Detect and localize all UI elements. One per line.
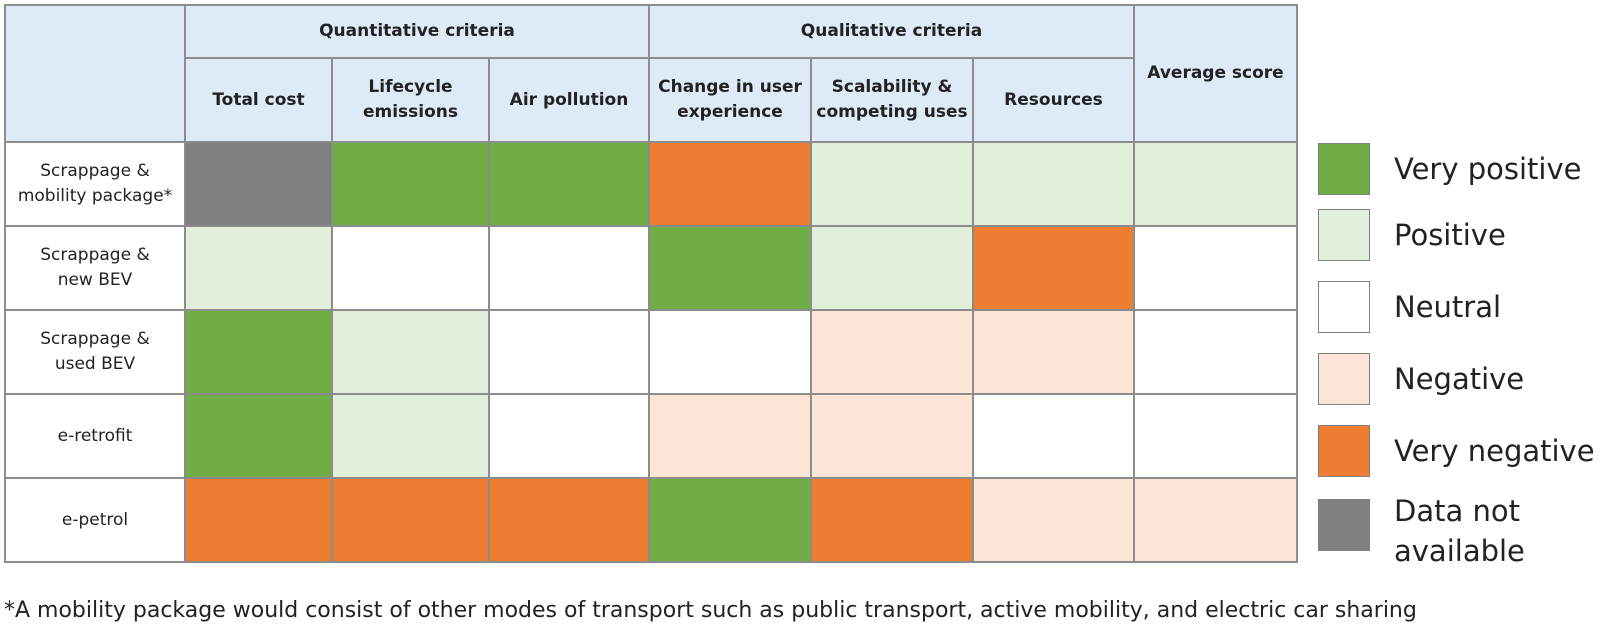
rating-cell-neutral bbox=[488, 309, 650, 395]
rating-cell-very-positive bbox=[184, 309, 333, 395]
legend-swatch-positive bbox=[1318, 209, 1370, 261]
legend-label: Negative bbox=[1394, 362, 1525, 396]
table-row: e-retrofit bbox=[4, 393, 1298, 479]
legend-label: Very negative bbox=[1394, 434, 1595, 468]
rating-cell-very-positive bbox=[184, 393, 333, 479]
column-header: Resources bbox=[972, 57, 1135, 143]
table-row: Scrappage & mobility package* bbox=[4, 141, 1298, 227]
rating-cell-neutral bbox=[972, 393, 1135, 479]
rating-cell-negative bbox=[1133, 477, 1298, 563]
assessment-matrix: Quantitative criteria Qualitative criteri… bbox=[4, 4, 1298, 563]
rating-cell-positive bbox=[331, 309, 490, 395]
rating-cell-very-negative bbox=[184, 477, 333, 563]
rating-cell-very-positive bbox=[648, 225, 812, 311]
legend-swatch-neutral bbox=[1318, 281, 1370, 333]
row-label: Scrappage & mobility package* bbox=[4, 141, 186, 227]
legend-item-neutral: Neutral bbox=[1318, 281, 1600, 337]
rating-cell-very-negative bbox=[648, 141, 812, 227]
legend-item-negative: Negative bbox=[1318, 353, 1600, 409]
rating-cell-positive bbox=[810, 141, 974, 227]
rating-cell-very-positive bbox=[331, 141, 490, 227]
rating-cell-neutral bbox=[1133, 225, 1298, 311]
rating-cell-neutral bbox=[648, 309, 812, 395]
legend-label: Positive bbox=[1394, 218, 1506, 252]
group-header-qualitative: Qualitative criteria bbox=[648, 4, 1135, 59]
rating-cell-neutral bbox=[1133, 309, 1298, 395]
rating-cell-neutral bbox=[488, 393, 650, 479]
legend-swatch-very-negative bbox=[1318, 425, 1370, 477]
column-header: Scalability & competing uses bbox=[810, 57, 974, 143]
rating-cell-negative bbox=[972, 309, 1135, 395]
rating-cell-very-negative bbox=[331, 477, 490, 563]
rating-cell-very-negative bbox=[488, 477, 650, 563]
corner-cell bbox=[4, 4, 186, 143]
rating-cell-very-negative bbox=[972, 225, 1135, 311]
table-row: Scrappage & used BEV bbox=[4, 309, 1298, 395]
legend-label: Data not available bbox=[1394, 494, 1525, 568]
rating-cell-very-negative bbox=[810, 477, 974, 563]
rating-cell-negative bbox=[810, 309, 974, 395]
row-label: Scrappage & used BEV bbox=[4, 309, 186, 395]
legend-label: Very positive bbox=[1394, 152, 1582, 186]
rating-cell-neutral bbox=[488, 225, 650, 311]
legend-item-very-negative: Very negative bbox=[1318, 425, 1600, 481]
legend-item-positive: Positive bbox=[1318, 209, 1600, 265]
row-label: e-retrofit bbox=[4, 393, 186, 479]
legend-item-very-positive: Very positive bbox=[1318, 143, 1600, 199]
table-row: Scrappage & new BEV bbox=[4, 225, 1298, 311]
rating-cell-positive bbox=[972, 141, 1135, 227]
column-header: Total cost bbox=[184, 57, 333, 143]
table-row: e-petrol bbox=[4, 477, 1298, 563]
row-label: e-petrol bbox=[4, 477, 186, 563]
column-header: Air pollution bbox=[488, 57, 650, 143]
rating-cell-positive bbox=[331, 393, 490, 479]
legend-swatch-very-positive bbox=[1318, 143, 1370, 195]
column-header-average-score: Average score bbox=[1133, 4, 1298, 143]
group-header-quantitative: Quantitative criteria bbox=[184, 4, 650, 59]
rating-cell-positive bbox=[810, 225, 974, 311]
legend-swatch-negative bbox=[1318, 353, 1370, 405]
rating-cell-negative bbox=[810, 393, 974, 479]
legend-item-data-not-available: Data not available bbox=[1318, 494, 1600, 568]
row-label: Scrappage & new BEV bbox=[4, 225, 186, 311]
rating-cell-neutral bbox=[1133, 393, 1298, 479]
rating-cell-data-not-available bbox=[184, 141, 333, 227]
rating-cell-very-positive bbox=[648, 477, 812, 563]
rating-cell-negative bbox=[972, 477, 1135, 563]
rating-cell-very-positive bbox=[488, 141, 650, 227]
legend-label: Neutral bbox=[1394, 290, 1502, 324]
column-header: Change in user experience bbox=[648, 57, 812, 143]
legend-swatch-data-not-available bbox=[1318, 499, 1370, 551]
rating-cell-neutral bbox=[331, 225, 490, 311]
footnote: *A mobility package would consist of oth… bbox=[4, 598, 1417, 623]
rating-cell-positive bbox=[184, 225, 333, 311]
column-header: Lifecycle emissions bbox=[331, 57, 490, 143]
rating-cell-positive bbox=[1133, 141, 1298, 227]
rating-cell-negative bbox=[648, 393, 812, 479]
